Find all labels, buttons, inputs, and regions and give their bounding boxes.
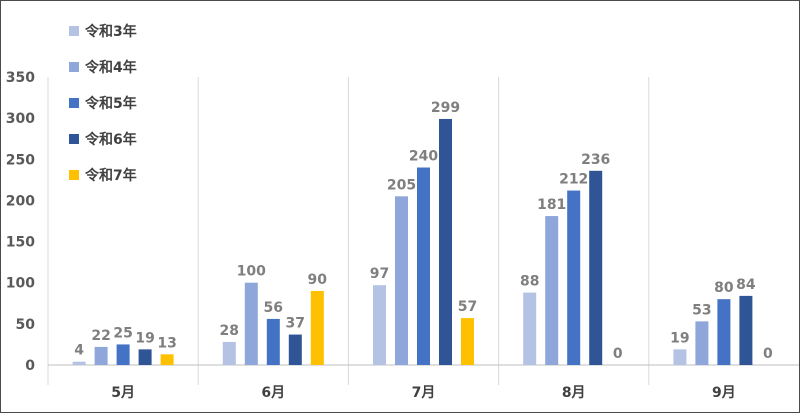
data-label: 19: [670, 330, 689, 346]
data-label: 4: [74, 343, 84, 359]
bar: [94, 346, 108, 365]
data-label: 240: [409, 149, 438, 165]
y-tick-label: 150: [6, 235, 35, 251]
legend-label: 令和3年: [84, 23, 137, 40]
legend-swatch: [69, 170, 79, 180]
data-label: 100: [237, 264, 266, 280]
bar: [567, 190, 581, 365]
bar: [72, 361, 86, 365]
bar: [545, 216, 559, 365]
bar: [138, 349, 152, 365]
data-label: 19: [135, 330, 154, 346]
data-label: 236: [581, 152, 610, 168]
legend-label: 令和6年: [84, 131, 137, 148]
legend-swatch: [69, 26, 79, 36]
bars: [72, 118, 753, 365]
data-label: 84: [736, 277, 756, 293]
data-label: 13: [157, 335, 176, 351]
bar: [160, 354, 174, 365]
data-label: 56: [264, 300, 283, 316]
y-axis-ticks: 0 50 100 150 200 250 300 350: [6, 70, 35, 374]
data-label: 0: [763, 346, 773, 362]
bar: [417, 167, 430, 365]
legend-label: 令和5年: [84, 95, 137, 112]
data-label: 88: [520, 274, 539, 290]
category-label: 8月: [562, 385, 586, 401]
legend-swatch: [69, 62, 79, 72]
bar: [310, 290, 324, 365]
data-label: 181: [537, 197, 566, 213]
y-tick-label: 100: [6, 276, 35, 292]
bar: [222, 341, 236, 365]
bar: [373, 285, 386, 365]
y-tick-label: 350: [6, 70, 35, 86]
bar: [695, 321, 709, 365]
y-tick-label: 0: [25, 358, 35, 374]
data-label: 97: [370, 266, 389, 282]
y-tick-label: 200: [6, 193, 35, 209]
bar: [288, 334, 302, 365]
legend-swatch: [69, 134, 79, 144]
data-label: 22: [91, 328, 110, 344]
data-label: 28: [220, 323, 239, 339]
data-label: 0: [613, 346, 623, 362]
bar: [673, 349, 687, 365]
bar: [461, 318, 474, 365]
y-tick-label: 300: [6, 111, 35, 127]
bar: [589, 170, 603, 365]
x-axis-categories: 5月 6月 7月 8月 9月: [111, 385, 736, 401]
data-label: 212: [559, 172, 588, 188]
legend-label: 令和4年: [84, 59, 137, 76]
bar: [244, 282, 258, 365]
category-label: 7月: [412, 385, 436, 401]
data-label: 53: [692, 302, 711, 318]
bar: [717, 299, 731, 365]
data-label: 299: [431, 100, 460, 116]
category-label: 6月: [261, 385, 285, 401]
bar: [739, 295, 753, 365]
bar: [116, 344, 130, 365]
data-label: 205: [387, 177, 416, 193]
bar: [395, 196, 408, 365]
bar: [439, 118, 452, 365]
data-label: 90: [308, 272, 328, 288]
legend-swatch: [69, 98, 79, 108]
data-label: 57: [458, 299, 477, 315]
data-label: 37: [286, 316, 305, 332]
category-label: 5月: [111, 385, 135, 401]
y-tick-label: 250: [6, 152, 35, 168]
y-tick-label: 50: [16, 317, 36, 333]
legend-label: 令和7年: [84, 167, 137, 184]
category-label: 9月: [712, 385, 736, 401]
bar: [266, 318, 280, 365]
data-label: 80: [714, 280, 734, 296]
bar: [523, 292, 537, 365]
category-dividers: [47, 77, 650, 385]
data-label: 25: [113, 325, 132, 341]
